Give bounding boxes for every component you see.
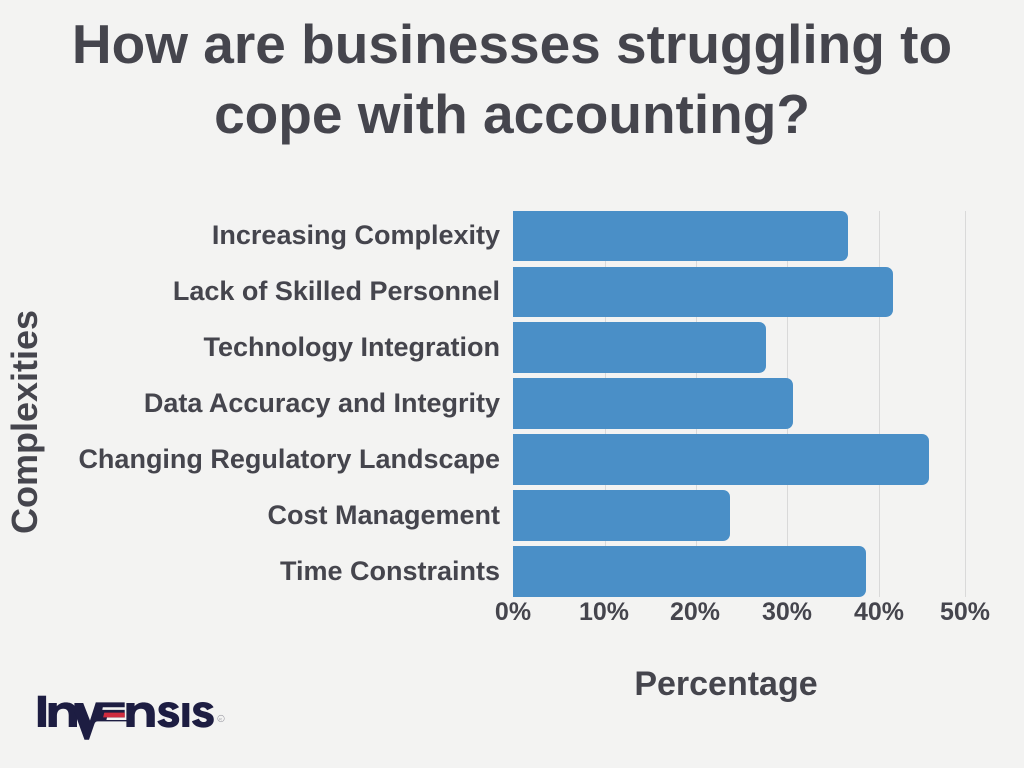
svg-text:R: R [219,717,222,721]
